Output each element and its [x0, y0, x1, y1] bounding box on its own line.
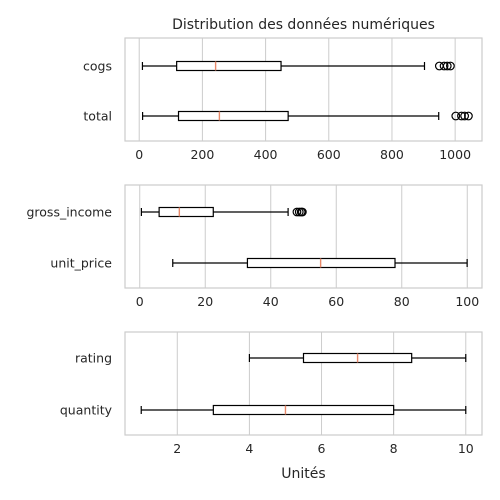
x-tick-label: 20: [197, 294, 213, 309]
plot-frame: [124, 184, 483, 289]
chart-title: Distribution des données numériques: [172, 17, 435, 33]
iqr-box: [158, 206, 214, 218]
x-tick-label: 40: [263, 294, 279, 309]
iqr-box: [212, 404, 395, 416]
y-category-label: cogs: [83, 59, 112, 74]
outlier-point: [442, 61, 452, 71]
x-tick-label: 4: [245, 441, 253, 456]
x-tick-label: 60: [328, 294, 344, 309]
x-tick-label: 2: [173, 441, 181, 456]
box-gross-income: gross_income: [26, 205, 307, 220]
plot-frame: [124, 331, 483, 436]
plot-frame: [124, 37, 483, 142]
x-tick-label: 1000: [439, 147, 471, 162]
box-quantity: quantity: [60, 403, 467, 418]
x-tick-label: 200: [190, 147, 214, 162]
y-category-label: unit_price: [50, 256, 112, 271]
x-tick-label: 10: [458, 441, 474, 456]
x-tick-label: 0: [135, 147, 143, 162]
box-cogs: cogs: [83, 59, 455, 74]
x-tick-label: 6: [318, 441, 326, 456]
y-category-label: gross_income: [26, 205, 112, 220]
outlier-point: [439, 61, 449, 71]
iqr-box: [176, 60, 282, 72]
box-rating: rating: [75, 351, 467, 366]
subplot-1: Distribution des données numériques 0 200 4…: [83, 17, 483, 162]
outlier-point: [451, 111, 461, 121]
x-tick-label: 8: [390, 441, 398, 456]
x-tick-label: 600: [317, 147, 341, 162]
x-tick-label: 100: [455, 294, 479, 309]
outlier-point: [457, 111, 466, 121]
box-unit-price: unit_price: [50, 256, 468, 271]
outlier-point: [297, 207, 307, 217]
subplot-3: 2 4 6 8 10 rating quantity Unités: [60, 331, 483, 482]
x-tick-label: 800: [380, 147, 404, 162]
outlier-point: [292, 207, 302, 217]
iqr-box: [177, 110, 289, 122]
y-category-label: total: [83, 109, 112, 124]
box-total: total: [83, 109, 473, 124]
x-tick-label: 400: [254, 147, 278, 162]
x-tick-label: 0: [136, 294, 144, 309]
outlier-point: [464, 111, 473, 121]
x-tick-label: 80: [394, 294, 410, 309]
y-category-label: quantity: [60, 403, 113, 418]
y-category-label: rating: [75, 351, 112, 366]
x-axis-label: Unités: [281, 466, 325, 482]
subplot-2: 0 20 40 60 80 100 gross_income unit_price: [26, 184, 483, 309]
outlier-point: [446, 61, 455, 71]
outlier-point: [460, 111, 470, 121]
